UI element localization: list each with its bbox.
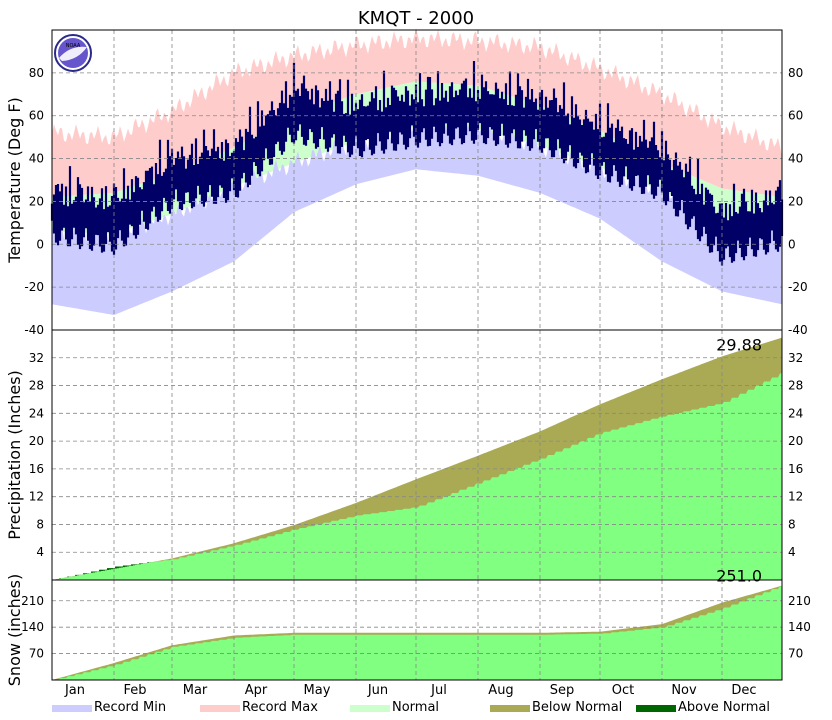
month-label: Dec bbox=[731, 683, 756, 698]
y-tick-right: -40 bbox=[788, 323, 808, 337]
month-label: Feb bbox=[123, 683, 146, 698]
observed-accumulation-area bbox=[52, 586, 782, 680]
month-label: Mar bbox=[183, 683, 208, 698]
logo-text: NOAA bbox=[66, 43, 81, 49]
total-annotation: 251.0 bbox=[716, 566, 762, 585]
y-tick-right: 70 bbox=[788, 647, 803, 661]
total-annotation: 29.88 bbox=[716, 335, 762, 354]
y-tick-left: 80 bbox=[29, 66, 44, 80]
y-tick-left: 20 bbox=[29, 194, 44, 208]
y-tick-right: 16 bbox=[788, 462, 803, 476]
y-tick-left: 70 bbox=[29, 647, 44, 661]
y-tick-right: 32 bbox=[788, 351, 803, 365]
legend-label: Above Normal bbox=[678, 700, 770, 715]
y-axis-label: Temperature (Deg F) bbox=[5, 97, 24, 264]
month-label: Nov bbox=[671, 683, 697, 698]
legend-swatch bbox=[636, 705, 676, 712]
y-tick-right: 210 bbox=[788, 594, 811, 608]
month-axis: Jan Feb Mar Apr May Jun Jul Aug Sep Oct Nov Dec bbox=[64, 683, 757, 698]
y-tick-right: 20 bbox=[788, 194, 803, 208]
y-tick-right: 40 bbox=[788, 152, 803, 166]
y-tick-right: 140 bbox=[788, 620, 811, 634]
legend-swatch bbox=[490, 705, 530, 712]
month-label: Jun bbox=[367, 683, 388, 698]
month-label: Sep bbox=[550, 683, 575, 698]
y-tick-left: -20 bbox=[24, 280, 44, 294]
y-tick-left: 28 bbox=[29, 379, 44, 393]
noaa-logo-icon: NOAA bbox=[54, 34, 92, 72]
above-normal-area bbox=[59, 562, 151, 579]
y-tick-right: 80 bbox=[788, 66, 803, 80]
legend: Record Min Record Max Normal Below Normal Ab… bbox=[52, 700, 770, 715]
observed-accumulation-area bbox=[52, 373, 782, 580]
legend-label: Record Max bbox=[242, 700, 318, 715]
y-tick-right: 12 bbox=[788, 490, 803, 504]
y-tick-left: 4 bbox=[36, 545, 44, 559]
precipitation-panel: 29.88 4 4 8 8 12 12 16 16 20 20 24 24 28 28 32 32 Precipi… bbox=[5, 329, 803, 581]
y-tick-left: 12 bbox=[29, 490, 44, 504]
y-tick-right: 20 bbox=[788, 434, 803, 448]
y-tick-left: 8 bbox=[36, 517, 44, 531]
y-tick-left: 210 bbox=[21, 594, 44, 608]
legend-label: Normal bbox=[392, 700, 439, 715]
y-tick-left: 140 bbox=[21, 620, 44, 634]
y-tick-left: 32 bbox=[29, 351, 44, 365]
panel-frame bbox=[51, 579, 783, 681]
temperature-panel: -40 -40 -20 -20 0 0 20 20 40 40 60 60 80 80 Temperatur… bbox=[5, 27, 808, 337]
y-tick-left: -40 bbox=[24, 323, 44, 337]
y-tick-left: 0 bbox=[36, 237, 44, 251]
y-axis-label: Snow (inches) bbox=[5, 574, 24, 686]
month-label: Jul bbox=[430, 683, 447, 698]
month-label: Aug bbox=[488, 683, 513, 698]
record-max-band bbox=[52, 27, 782, 198]
legend-label: Record Min bbox=[94, 700, 166, 715]
y-tick-right: -20 bbox=[788, 280, 808, 294]
y-tick-left: 24 bbox=[29, 406, 44, 420]
month-label: Apr bbox=[245, 683, 268, 698]
legend-swatch bbox=[52, 705, 92, 712]
legend-swatch bbox=[200, 705, 240, 712]
chart-title: KMQT - 2000 bbox=[358, 8, 474, 29]
y-tick-left: 20 bbox=[29, 434, 44, 448]
y-tick-right: 28 bbox=[788, 379, 803, 393]
y-axis-label: Precipitation (Inches) bbox=[5, 370, 24, 540]
legend-swatch bbox=[350, 705, 390, 712]
y-tick-right: 4 bbox=[788, 545, 796, 559]
y-tick-right: 8 bbox=[788, 517, 796, 531]
y-tick-left: 60 bbox=[29, 109, 44, 123]
y-tick-right: 60 bbox=[788, 109, 803, 123]
month-label: May bbox=[304, 683, 331, 698]
month-label: Oct bbox=[612, 683, 634, 698]
month-label: Jan bbox=[64, 683, 85, 698]
y-tick-left: 40 bbox=[29, 152, 44, 166]
y-tick-right: 0 bbox=[788, 237, 796, 251]
y-tick-left: 16 bbox=[29, 462, 44, 476]
y-tick-right: 24 bbox=[788, 406, 803, 420]
legend-label: Below Normal bbox=[532, 700, 622, 715]
